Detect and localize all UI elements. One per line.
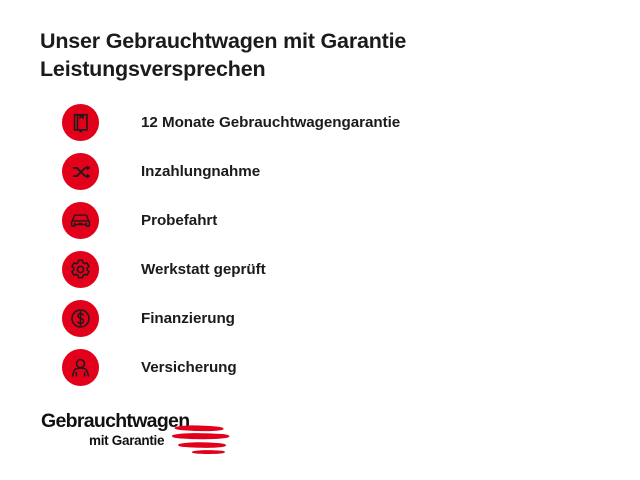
feature-icon-badge: [62, 349, 99, 386]
page-title-line-1: Unser Gebrauchtwagen mit Garantie: [40, 29, 407, 53]
brush-stroke-icon: [171, 424, 234, 456]
list-item: Finanzierung: [40, 294, 600, 343]
feature-label: Inzahlungnahme: [141, 163, 261, 180]
feature-icon-badge: [62, 300, 99, 337]
exchange-arrows-icon: [70, 161, 92, 183]
feature-label: 12 Monate Gebrauchtwagengarantie: [141, 114, 401, 131]
feature-label: Versicherung: [141, 359, 237, 376]
brand-logo: Gebrauchtwagen mit Garantie: [41, 410, 241, 458]
feature-icon-badge: [62, 104, 99, 141]
feature-label: Probefahrt: [141, 212, 218, 229]
feature-label: Finanzierung: [141, 310, 235, 327]
list-item: Probefahrt: [40, 196, 600, 245]
list-item: 12 Monate Gebrauchtwagengarantie: [40, 98, 600, 147]
list-item: Werkstatt geprüft: [40, 245, 600, 294]
dollar-coin-icon: [69, 307, 92, 330]
person-icon: [69, 356, 92, 379]
feature-label: Werkstatt geprüft: [141, 261, 266, 278]
page-title: Unser Gebrauchtwagen mit Garantie Leistu…: [40, 28, 600, 83]
warranty-book-icon: [70, 112, 92, 134]
feature-icon-badge: [62, 202, 99, 239]
logo-primary-text: Gebrauchtwagen: [41, 410, 190, 432]
feature-icon-badge: [62, 153, 99, 190]
gear-icon: [69, 258, 92, 281]
car-front-icon: [69, 209, 92, 232]
list-item: Versicherung: [40, 343, 600, 392]
feature-list: 12 Monate Gebrauchtwagengarantie Inzahlu…: [40, 98, 600, 392]
list-item: Inzahlungnahme: [40, 147, 600, 196]
page-title-line-2: Leistungsversprechen: [40, 56, 266, 81]
feature-icon-badge: [62, 251, 99, 288]
logo-secondary-text: mit Garantie: [89, 433, 165, 448]
